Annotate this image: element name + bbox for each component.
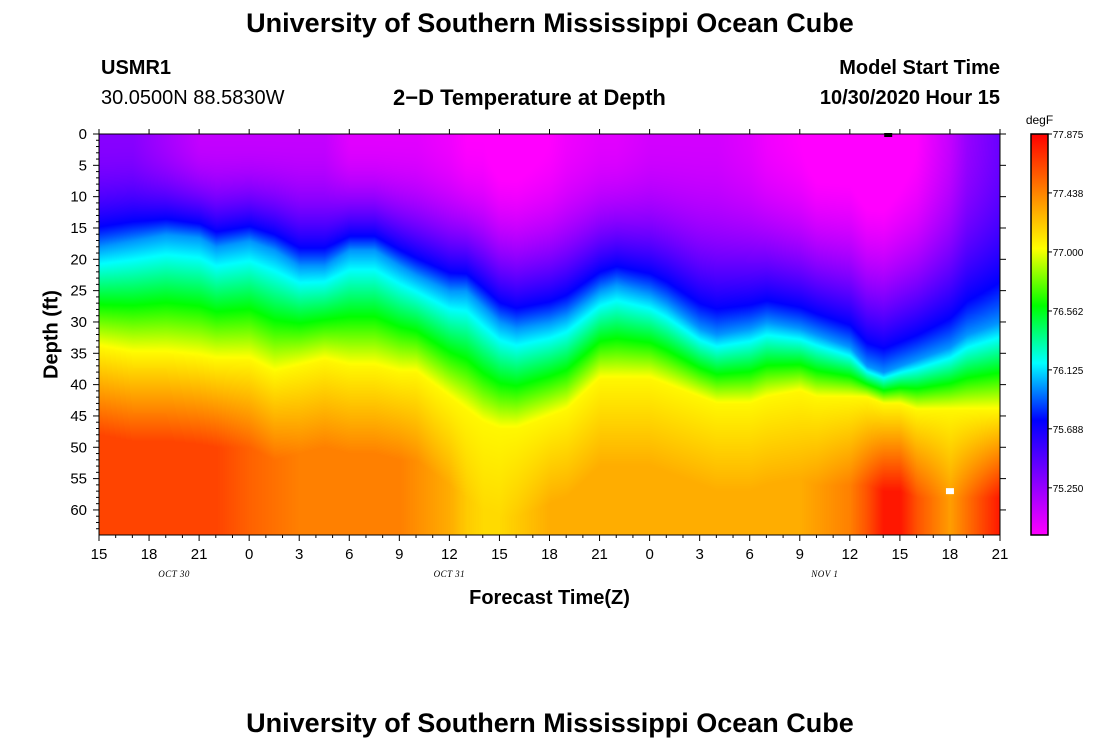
plot-frame	[98, 133, 1001, 536]
x-tick-label: 21	[191, 546, 208, 563]
x-tick-label: 15	[491, 546, 508, 563]
colorbar-tick-label: 76.562	[1053, 307, 1084, 318]
x-axis-title: Forecast Time(Z)	[469, 587, 630, 609]
y-tick-label: 50	[70, 439, 87, 456]
x-tick-label: 12	[441, 546, 458, 563]
x-tick-label: 3	[695, 546, 703, 563]
y-tick-label: 45	[70, 408, 87, 425]
footer-title: University of Southern Mississippi Ocean…	[246, 708, 854, 738]
x-date-label: OCT 31	[434, 569, 466, 579]
y-tick-label: 10	[70, 189, 87, 206]
y-tick-label: 55	[70, 471, 87, 488]
station-coordinates: 30.0500N 88.5830W	[101, 87, 285, 109]
x-tick-label: 15	[892, 546, 909, 563]
y-tick-label: 35	[70, 345, 87, 362]
y-tick-label: 30	[70, 314, 87, 331]
x-tick-label: 18	[541, 546, 558, 563]
model-start-value: 10/30/2020 Hour 15	[819, 87, 1000, 109]
page-title: University of Southern Mississippi Ocean…	[246, 8, 854, 38]
x-tick-label: 18	[141, 546, 158, 563]
y-tick-label: 20	[70, 251, 87, 268]
x-date-label: OCT 30	[158, 569, 190, 579]
x-tick-label: 6	[345, 546, 353, 563]
y-tick-label: 60	[70, 502, 87, 519]
data-marker	[884, 133, 893, 137]
y-tick-label: 5	[79, 157, 87, 174]
station-id: USMR1	[101, 57, 172, 79]
x-tick-label: 3	[295, 546, 303, 563]
x-tick-label: 9	[796, 546, 804, 563]
x-tick-label: 21	[992, 546, 1009, 563]
colorbar-tick-label: 76.125	[1053, 366, 1084, 377]
colorbar-tick-label: 77.000	[1053, 248, 1084, 259]
y-tick-label: 40	[70, 377, 87, 394]
x-tick-label: 0	[645, 546, 653, 563]
model-start-label: Model Start Time	[839, 57, 1000, 79]
temperature-heatmap	[99, 134, 1000, 535]
x-tick-label: 0	[245, 546, 253, 563]
y-tick-label: 15	[70, 220, 87, 237]
colorbar-tick-label: 77.875	[1053, 130, 1084, 141]
y-tick-label: 25	[70, 283, 87, 300]
colorbar-tick-label: 77.438	[1053, 189, 1084, 200]
colorbar-tick-label: 75.250	[1053, 484, 1084, 495]
x-tick-label: 9	[395, 546, 403, 563]
x-tick-label: 12	[841, 546, 858, 563]
x-tick-label: 6	[746, 546, 754, 563]
plot-title: 2−D Temperature at Depth	[393, 85, 666, 110]
x-date-label: NOV 1	[810, 569, 838, 579]
colorbar-unit: degF	[1026, 113, 1053, 127]
x-tick-label: 15	[91, 546, 108, 563]
data-marker	[945, 488, 954, 495]
colorbar	[1030, 133, 1049, 536]
colorbar-tick-label: 75.688	[1053, 425, 1084, 436]
x-tick-label: 18	[942, 546, 959, 563]
y-tick-label: 0	[79, 126, 87, 143]
x-tick-label: 21	[591, 546, 608, 563]
y-axis-title: Depth (ft)	[40, 290, 62, 379]
